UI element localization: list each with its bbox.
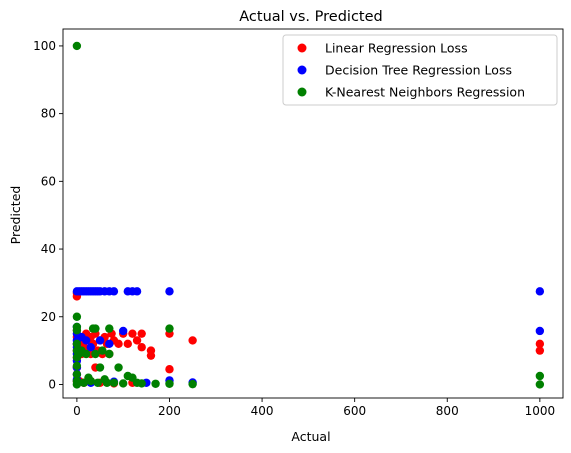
data-point bbox=[109, 287, 119, 296]
y-tick-label: 40 bbox=[41, 242, 56, 256]
data-point bbox=[72, 380, 82, 389]
data-point bbox=[165, 379, 174, 388]
data-point bbox=[188, 379, 197, 389]
data-point bbox=[105, 339, 114, 349]
data-point bbox=[72, 41, 82, 51]
data-point bbox=[95, 363, 105, 372]
data-point bbox=[535, 339, 545, 349]
plot-frame bbox=[62, 28, 564, 399]
data-points bbox=[72, 41, 545, 389]
data-point bbox=[137, 329, 146, 338]
data-point bbox=[188, 336, 197, 345]
data-point bbox=[72, 339, 82, 349]
data-point bbox=[98, 346, 107, 355]
legend-box bbox=[282, 34, 558, 106]
data-point bbox=[81, 336, 91, 345]
chart-title: Actual vs. Predicted bbox=[239, 9, 382, 25]
data-point bbox=[86, 376, 95, 386]
series-2 bbox=[72, 41, 545, 389]
x-tick-label: 600 bbox=[343, 404, 366, 418]
data-point bbox=[72, 326, 82, 335]
legend-marker bbox=[297, 87, 307, 97]
data-point bbox=[72, 361, 82, 371]
data-point bbox=[81, 349, 91, 359]
legend-marker bbox=[297, 65, 307, 75]
legend-marker bbox=[297, 43, 307, 53]
y-tick-label: 0 bbox=[48, 377, 56, 391]
data-point bbox=[114, 339, 123, 349]
y-tick-label: 80 bbox=[41, 107, 56, 121]
data-point bbox=[132, 287, 142, 296]
legend: Linear Regression Loss Decision Tree Regr… bbox=[282, 34, 558, 106]
data-point bbox=[91, 349, 100, 359]
data-point bbox=[105, 324, 114, 333]
data-point bbox=[165, 324, 174, 333]
data-point bbox=[95, 336, 105, 345]
y-tick-label: 20 bbox=[41, 310, 56, 324]
data-point bbox=[86, 343, 95, 352]
x-tick-label: 1000 bbox=[525, 404, 556, 418]
data-point bbox=[93, 378, 102, 387]
y-tick-label: 100 bbox=[33, 39, 56, 53]
data-point bbox=[535, 326, 545, 336]
data-point bbox=[123, 339, 133, 349]
data-point bbox=[535, 346, 545, 355]
x-tick-label: 400 bbox=[251, 404, 274, 418]
x-tick-label: 0 bbox=[73, 404, 81, 418]
legend-label: K-Nearest Neighbors Regression bbox=[325, 85, 525, 100]
data-point bbox=[118, 379, 128, 388]
y-axis-label: Predicted bbox=[8, 186, 23, 245]
legend-label: Decision Tree Regression Loss bbox=[325, 63, 512, 78]
data-point bbox=[105, 349, 114, 359]
x-tick-label: 200 bbox=[158, 404, 181, 418]
data-point bbox=[132, 336, 142, 345]
data-point bbox=[114, 363, 123, 372]
data-point bbox=[535, 287, 545, 296]
y-tick-label: 60 bbox=[41, 174, 56, 188]
data-point bbox=[137, 379, 146, 388]
x-axis-label: Actual bbox=[291, 429, 330, 444]
data-point bbox=[146, 351, 156, 360]
axes: 0 200 400 600 800 1000 0 20 40 60 80 100 bbox=[33, 28, 564, 418]
series-0 bbox=[72, 288, 545, 388]
data-point bbox=[91, 324, 100, 333]
legend-label: Linear Regression Loss bbox=[325, 41, 468, 56]
data-point bbox=[128, 329, 137, 338]
data-point bbox=[72, 312, 82, 321]
data-point bbox=[535, 380, 545, 389]
data-point bbox=[535, 371, 545, 381]
data-point bbox=[118, 326, 128, 336]
x-tick-label: 800 bbox=[436, 404, 459, 418]
data-point bbox=[165, 287, 174, 296]
data-point bbox=[72, 370, 82, 379]
data-point bbox=[151, 379, 160, 388]
data-point bbox=[102, 378, 112, 387]
data-point bbox=[165, 365, 174, 374]
data-point bbox=[109, 378, 119, 387]
data-point bbox=[137, 343, 146, 352]
